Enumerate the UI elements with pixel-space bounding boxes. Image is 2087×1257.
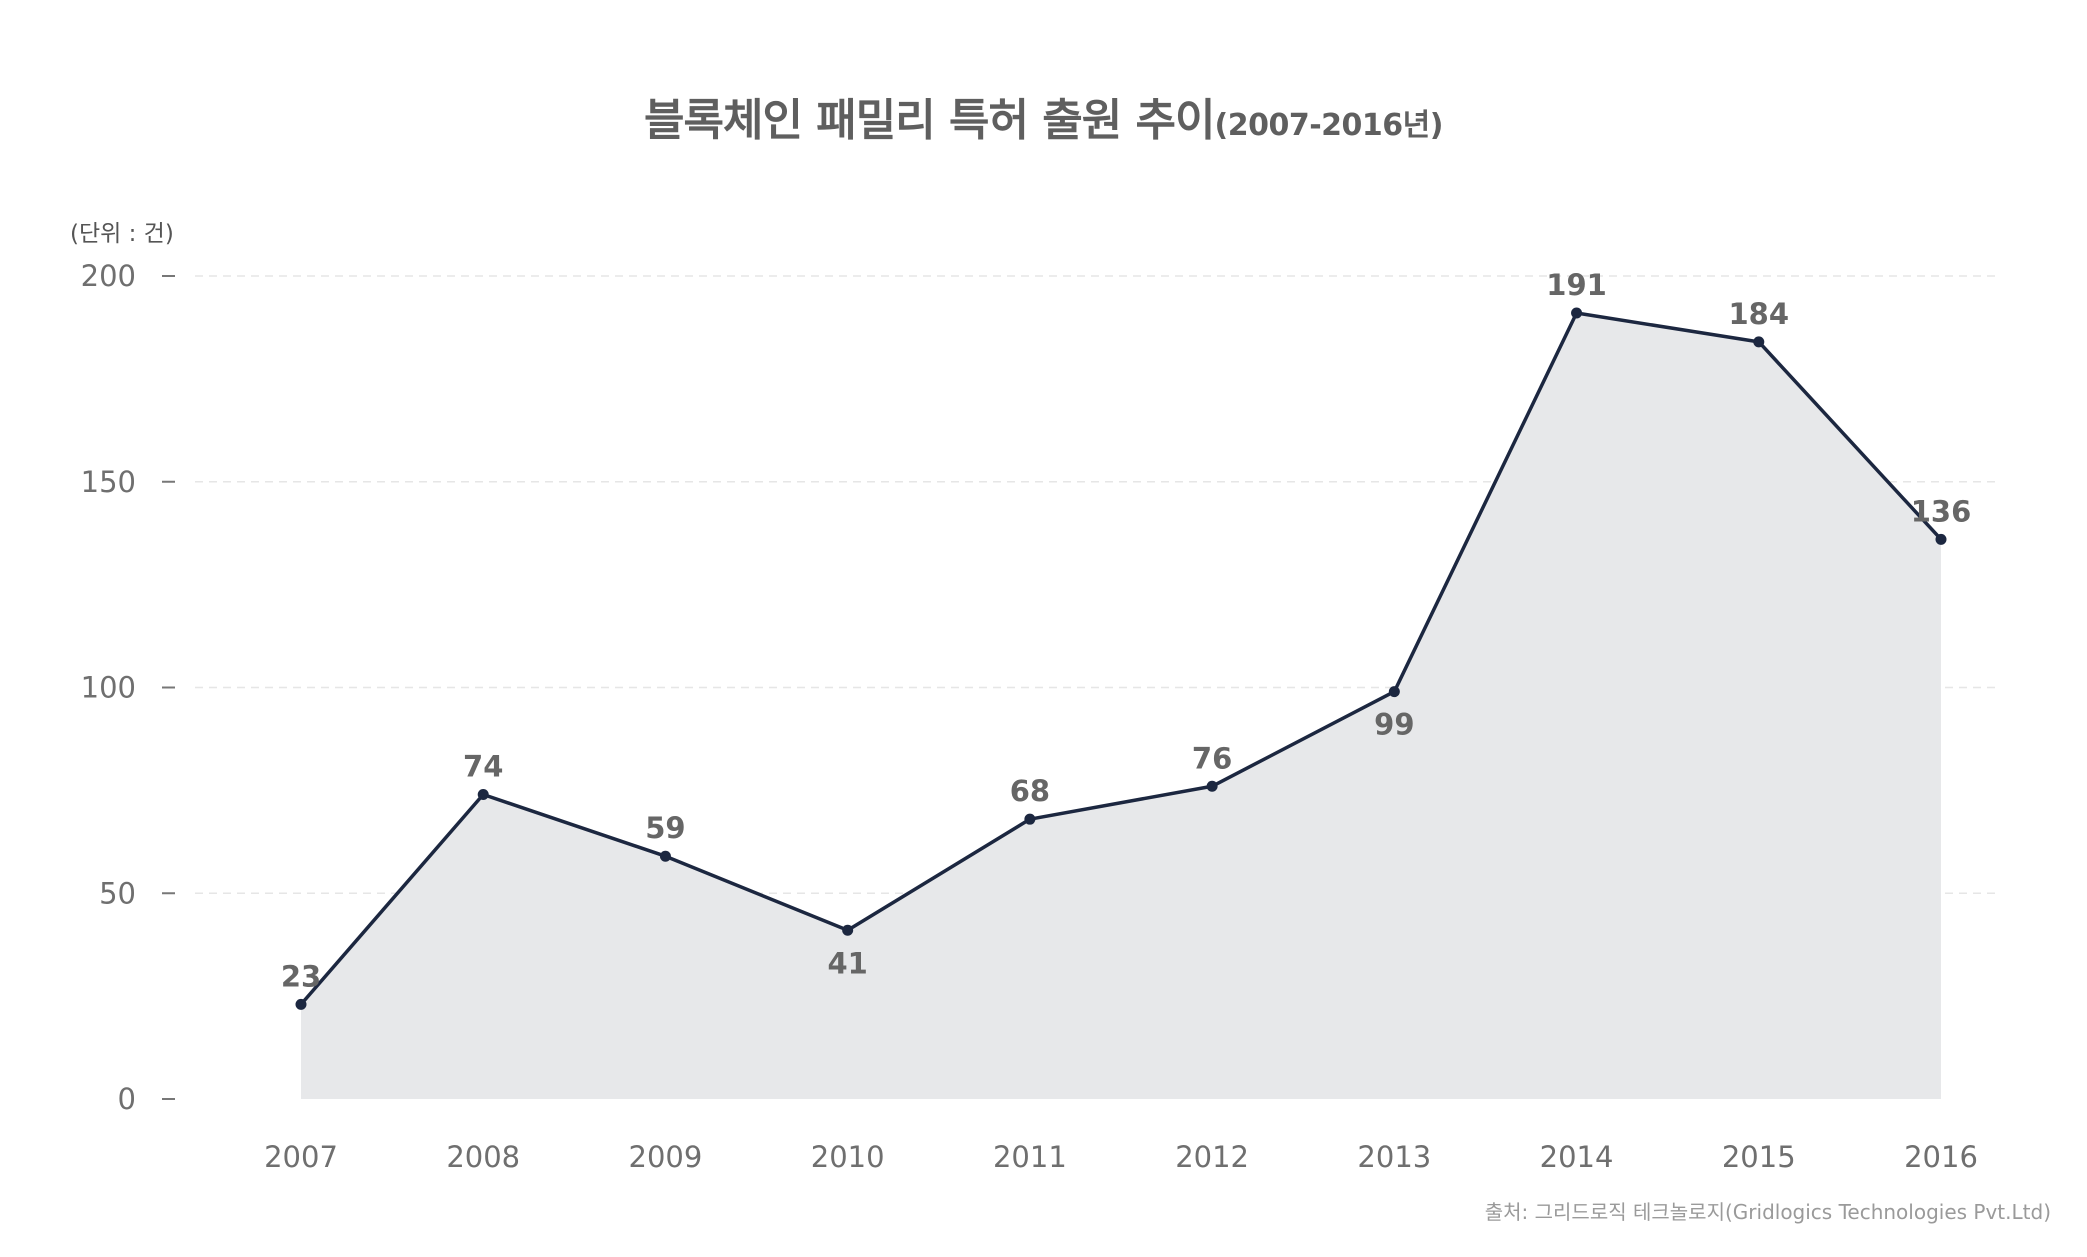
data-point <box>1935 533 1947 545</box>
data-labels: 23 74 59 41 68 76 99 191 184 136 <box>281 268 1971 993</box>
y-tick-label: 100 <box>81 671 136 705</box>
unit-label: (단위 : 건) <box>70 221 174 247</box>
x-tick-label: 2015 <box>1722 1140 1796 1174</box>
data-point <box>1024 813 1036 825</box>
y-tick-label: 0 <box>118 1082 136 1116</box>
source-note: 출처: 그리드로직 테크놀로지(Gridlogics Technologies … <box>1484 1200 2051 1224</box>
x-tick-label: 2008 <box>446 1140 520 1174</box>
data-label: 68 <box>1010 774 1050 808</box>
data-label: 23 <box>281 959 321 993</box>
x-tick-label: 2009 <box>629 1140 703 1174</box>
data-point <box>1388 686 1400 698</box>
x-tick-label: 2013 <box>1357 1140 1431 1174</box>
data-point <box>842 924 854 936</box>
x-axis: 2007 2008 2009 2010 2011 2012 2013 2014 2015 2016 <box>264 1140 1978 1174</box>
x-tick-label: 2014 <box>1540 1140 1614 1174</box>
data-line <box>299 311 1943 1006</box>
x-tick-label: 2011 <box>993 1140 1067 1174</box>
data-point <box>659 850 671 862</box>
chart-title-main: 블록체인 패밀리 특허 출원 추이 <box>644 95 1216 146</box>
data-point <box>1753 336 1765 348</box>
chart-title-sub: (2007-2016년) <box>1214 108 1444 143</box>
data-points <box>295 307 1947 1010</box>
chart-title: 블록체인 패밀리 특허 출원 추이(2007-2016년) <box>0 84 2087 148</box>
data-label: 99 <box>1374 708 1414 742</box>
data-label: 184 <box>1729 297 1790 331</box>
y-axis: 0 50 100 150 200 <box>81 259 175 1116</box>
x-tick-label: 2007 <box>264 1140 338 1174</box>
y-tick-label: 150 <box>81 465 136 499</box>
data-point <box>295 998 307 1010</box>
x-tick-label: 2012 <box>1175 1140 1249 1174</box>
data-label: 41 <box>827 946 867 980</box>
x-tick-label: 2016 <box>1904 1140 1978 1174</box>
data-point <box>477 788 489 800</box>
data-label: 76 <box>1192 741 1232 775</box>
data-label: 59 <box>645 811 685 845</box>
data-label: 191 <box>1546 268 1607 302</box>
y-tick-label: 200 <box>81 259 136 293</box>
data-point <box>1571 307 1583 319</box>
data-label: 136 <box>1911 494 1972 528</box>
y-tick-label: 50 <box>99 876 136 910</box>
x-tick-label: 2010 <box>811 1140 885 1174</box>
area-fill <box>301 313 1941 1099</box>
data-label: 74 <box>463 749 503 783</box>
data-point <box>1206 780 1218 792</box>
